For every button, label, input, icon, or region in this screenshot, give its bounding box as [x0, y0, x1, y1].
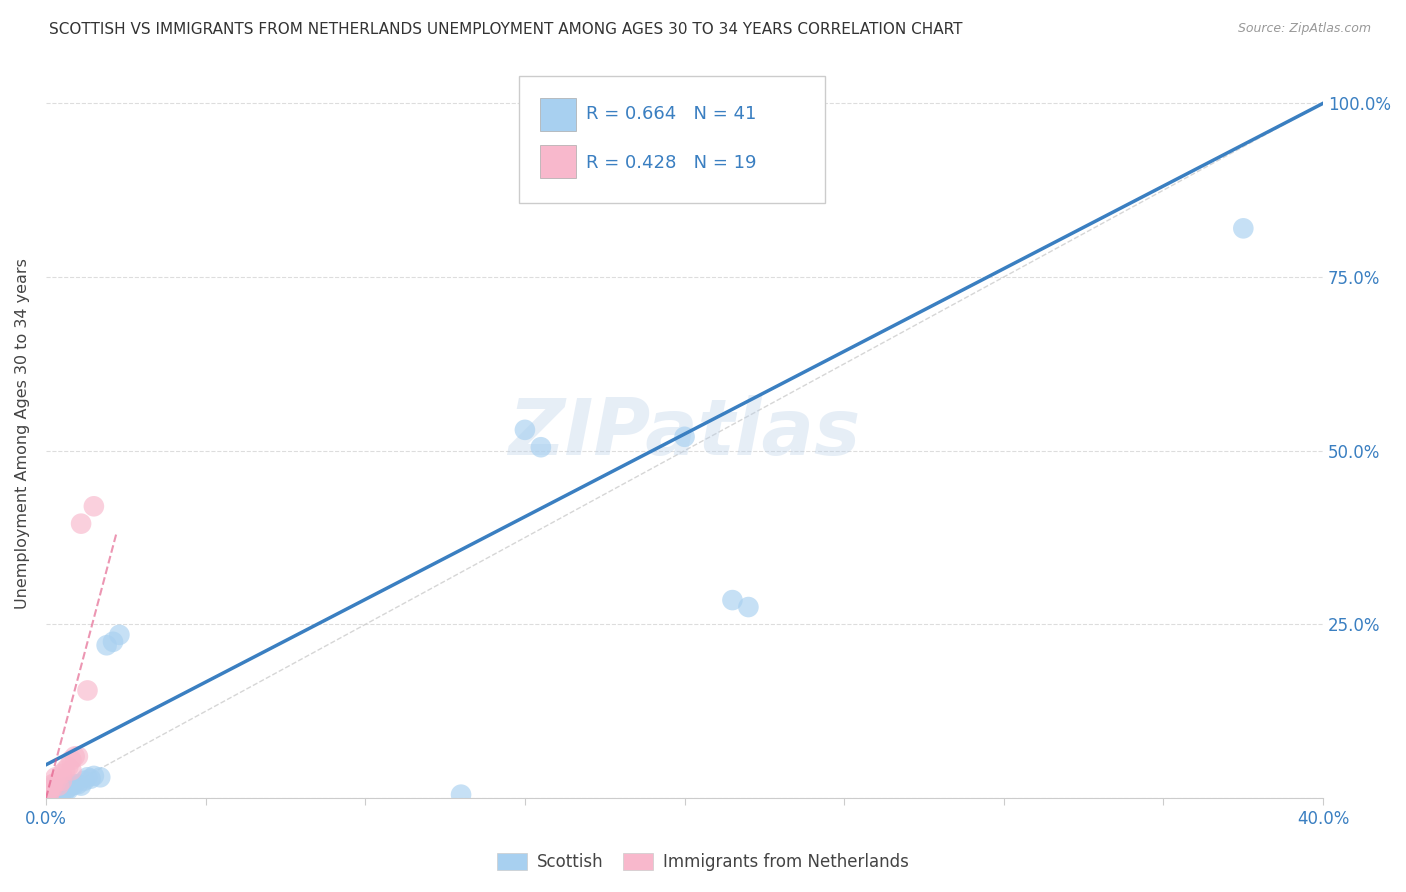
Point: [45, 782, 67, 797]
Point: [41, 782, 63, 797]
Point: [41, 780, 63, 795]
Point: [45, 787, 67, 801]
Point: [89, 770, 111, 784]
Point: [51, 767, 73, 781]
Point: [63, 777, 86, 791]
Point: [96, 638, 118, 652]
Point: [450, 788, 472, 802]
Point: [66, 749, 89, 764]
Point: [38, 782, 60, 797]
Point: [45, 786, 67, 800]
Point: [101, 634, 124, 648]
Text: ZIPatlas: ZIPatlas: [509, 395, 860, 471]
Point: [513, 423, 536, 437]
Point: [38, 784, 60, 798]
Point: [673, 430, 696, 444]
Point: [737, 600, 759, 615]
Point: [58, 760, 80, 774]
Point: [48, 784, 70, 798]
Point: [51, 782, 73, 797]
Point: [48, 787, 70, 801]
Point: [45, 784, 67, 798]
Point: [79, 772, 101, 786]
Text: R = 0.428   N = 19: R = 0.428 N = 19: [586, 154, 756, 172]
Point: [60, 753, 83, 767]
Point: [53, 780, 76, 795]
FancyBboxPatch shape: [540, 145, 576, 178]
Point: [83, 769, 105, 783]
Text: R = 0.664   N = 41: R = 0.664 N = 41: [586, 104, 756, 123]
Point: [45, 776, 67, 790]
Point: [76, 770, 98, 784]
Point: [38, 786, 60, 800]
Point: [53, 784, 76, 798]
Point: [721, 593, 744, 607]
Point: [45, 770, 67, 784]
Point: [83, 500, 105, 514]
Point: [76, 683, 98, 698]
Point: [48, 786, 70, 800]
Point: [41, 784, 63, 798]
Point: [530, 440, 553, 454]
Y-axis label: Unemployment Among Ages 30 to 34 years: Unemployment Among Ages 30 to 34 years: [15, 258, 30, 608]
Text: SCOTTISH VS IMMIGRANTS FROM NETHERLANDS UNEMPLOYMENT AMONG AGES 30 TO 34 YEARS C: SCOTTISH VS IMMIGRANTS FROM NETHERLANDS …: [49, 22, 963, 37]
FancyBboxPatch shape: [519, 76, 825, 203]
Point: [60, 764, 83, 778]
Point: [41, 777, 63, 791]
FancyBboxPatch shape: [540, 98, 576, 130]
Point: [73, 773, 96, 788]
Point: [38, 782, 60, 797]
Point: [70, 516, 93, 531]
Point: [51, 773, 73, 788]
Point: [41, 787, 63, 801]
Point: [1232, 221, 1254, 235]
Point: [58, 782, 80, 797]
Point: [41, 786, 63, 800]
Point: [63, 749, 86, 764]
Point: [53, 764, 76, 778]
Point: [51, 784, 73, 798]
Text: Source: ZipAtlas.com: Source: ZipAtlas.com: [1237, 22, 1371, 36]
Point: [38, 787, 60, 801]
Point: [58, 780, 80, 795]
Point: [48, 779, 70, 793]
Point: [108, 628, 131, 642]
Point: [60, 779, 83, 793]
Point: [51, 786, 73, 800]
Legend: Scottish, Immigrants from Netherlands: Scottish, Immigrants from Netherlands: [488, 845, 918, 880]
Point: [66, 777, 89, 791]
Point: [38, 780, 60, 795]
Point: [70, 779, 93, 793]
Point: [38, 786, 60, 800]
